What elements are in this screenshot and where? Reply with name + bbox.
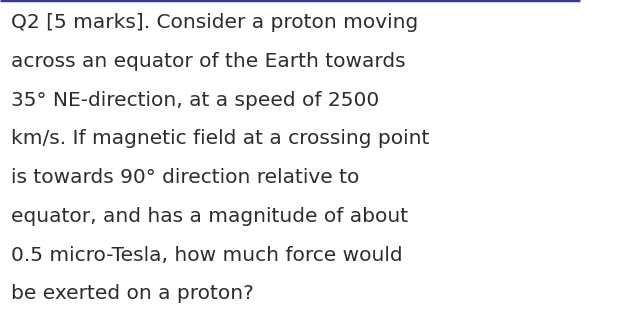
Text: km/s. If magnetic field at a crossing point: km/s. If magnetic field at a crossing po… [11, 129, 430, 148]
Text: is towards 90° direction relative to: is towards 90° direction relative to [11, 168, 360, 187]
Text: Q2 [5 marks]. Consider a proton moving: Q2 [5 marks]. Consider a proton moving [11, 13, 418, 32]
Text: 35° NE-direction, at a speed of 2500: 35° NE-direction, at a speed of 2500 [11, 91, 380, 110]
Text: equator, and has a magnitude of about: equator, and has a magnitude of about [11, 207, 408, 226]
Text: 0.5 micro-Tesla, how much force would: 0.5 micro-Tesla, how much force would [11, 246, 403, 264]
Text: across an equator of the Earth towards: across an equator of the Earth towards [11, 52, 406, 71]
Text: be exerted on a proton?: be exerted on a proton? [11, 284, 254, 303]
